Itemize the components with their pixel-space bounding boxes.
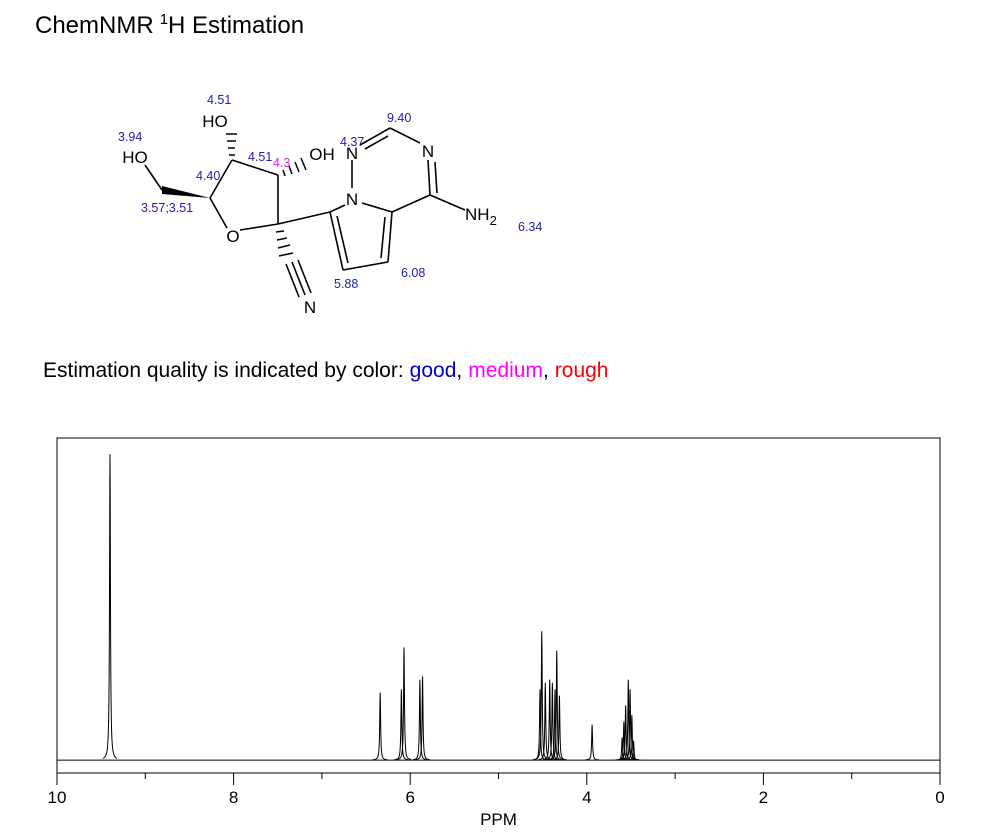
quality-level: rough [555,359,609,382]
atom-text: NH [465,205,490,224]
quality-note: Estimation quality is indicated by color… [43,359,609,382]
peak [102,454,118,759]
x-axis-label: PPM [480,810,517,829]
peak [549,650,564,760]
peak [394,689,409,761]
wedge [162,186,210,198]
peak [585,724,600,761]
x-tick-label: 4 [582,788,591,807]
title-superscript: 1 [160,11,168,28]
bonds [144,127,466,298]
peak [626,740,641,761]
spectrum: 10 8 6 4 2 0 PPM [48,437,945,829]
atom-label: NH2 [465,205,497,228]
peak [545,682,560,761]
shift-labels: 4.513.944.51 4.34.379.404.403.57;3.516.34… [118,93,542,291]
shift-label: 3.94 [118,130,142,144]
atom-label: O [226,227,239,246]
atom-label: N [304,298,316,317]
atom-label: N [346,190,358,209]
title-prefix: ChemNMR [35,12,154,39]
title-suffix: H Estimation [168,12,304,39]
shift-label: 4.40 [196,169,220,183]
atom-label: OH [309,145,335,164]
peak [534,631,549,760]
shift-label: 4.51 [248,150,272,164]
x-tick-label: 6 [405,788,414,807]
atom-label: HO [122,148,148,167]
atom-label: N [346,144,358,163]
peak [621,679,636,761]
plot-frame [56,437,941,774]
quality-text: Estimation quality is indicated by color… [43,359,404,382]
shift-label: 4.51 [207,93,231,107]
x-tick-label: 10 [48,788,67,807]
x-tick-label: 8 [229,788,238,807]
atom-label: N [422,142,434,161]
shift-label: 4.37 [340,135,364,149]
quality-level: good [410,359,457,382]
atom-label: HO [202,112,228,131]
x-tick-label: 0 [935,788,944,807]
shift-label: 5.88 [334,277,358,291]
hashed-bonds [226,133,307,257]
peak [415,676,430,761]
separator: , [456,359,462,382]
peak [373,692,388,761]
x-tick-label: 2 [759,788,768,807]
quality-level: medium [468,359,543,382]
shift-label: 3.57;3.51 [141,201,193,215]
peak [396,647,412,760]
shift-label: 6.34 [518,220,542,234]
shift-label: 9.40 [387,111,411,125]
structure: HO HO OH O N N N N NH2 4.513.944.51 4.34.… [118,93,542,317]
atom-subscript: 2 [490,213,497,228]
shift-label: 4.3 [273,156,290,170]
peak [412,679,428,761]
shift-label: 6.08 [401,266,425,280]
title: ChemNMR 1H Estimation [35,11,304,39]
peak [552,695,567,761]
separator: , [543,359,549,382]
